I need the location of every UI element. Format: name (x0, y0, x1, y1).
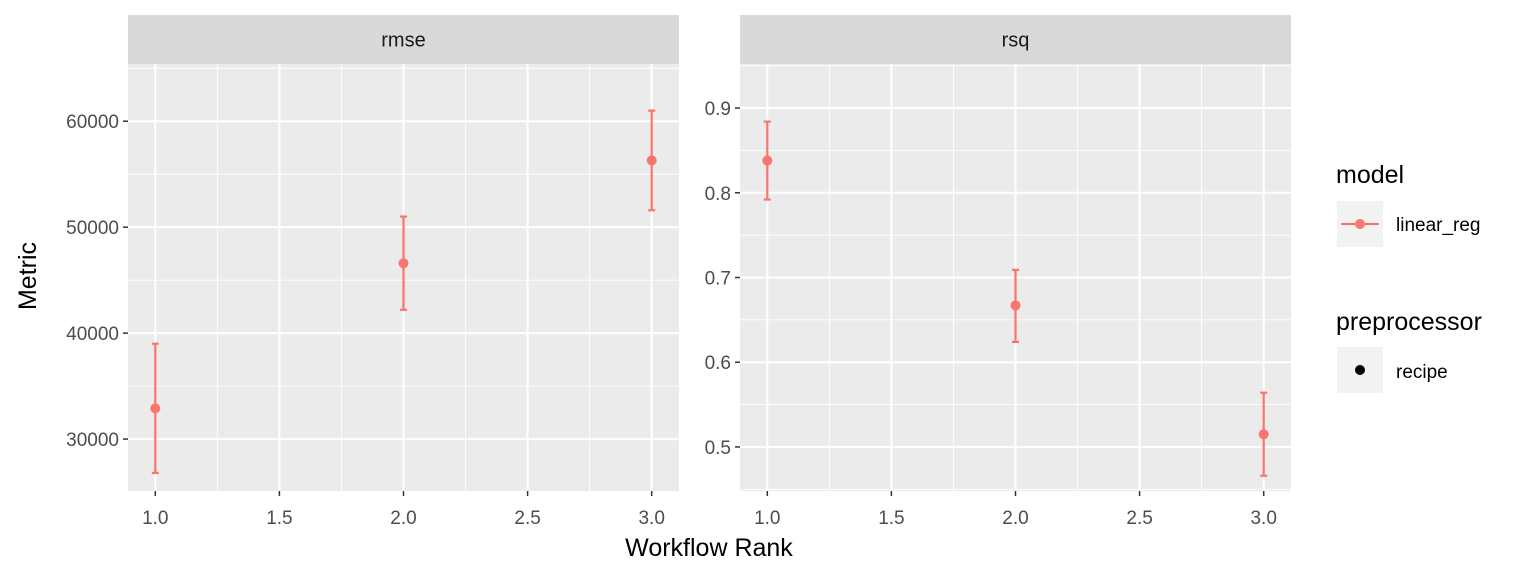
y-tick-label: 50000 (66, 218, 119, 239)
x-tick-label: 1.5 (878, 508, 904, 529)
data-point (150, 403, 161, 414)
data-point (1010, 300, 1021, 311)
x-tick-label: 3.0 (1250, 508, 1276, 529)
data-point (762, 155, 773, 166)
panel-rsq: rsq 0.5 0.6 0.7 0.8 0.9 1.0 1.5 2.0 2.5 3.0 (705, 15, 1291, 529)
data-point (1258, 429, 1269, 440)
legend-preprocessor-title: preprocessor (1336, 308, 1482, 336)
y-tick-label: 0.5 (705, 438, 731, 459)
x-tick-label: 2.0 (1002, 508, 1028, 529)
strip-label-rsq: rsq (1002, 30, 1030, 52)
x-tick-label: 1.0 (754, 508, 780, 529)
y-tick-label: 0.8 (705, 184, 731, 205)
legend-model-item-label: linear_reg (1396, 215, 1481, 236)
legend-model-title: model (1336, 161, 1404, 189)
legend-model-key-point (1355, 219, 1365, 229)
legend-preprocessor: preprocessor recipe (1336, 308, 1482, 393)
y-tick-label: 0.9 (705, 99, 731, 120)
x-tick-label: 2.5 (1126, 508, 1152, 529)
legend-preprocessor-key-point (1355, 365, 1365, 375)
data-point (646, 155, 657, 166)
x-tick-label: 3.0 (638, 508, 664, 529)
x-tick-label: 2.0 (390, 508, 416, 529)
panel-rmse: rmse 30000 40000 50000 60000 1.0 1.5 2.0 2.5 3.0 (66, 15, 679, 529)
legend-preprocessor-item-label: recipe (1396, 362, 1448, 383)
strip-label-rmse: rmse (381, 30, 425, 52)
strip-rmse (128, 15, 679, 64)
strip-rsq (740, 15, 1291, 64)
data-point (398, 258, 409, 269)
y-tick-label: 30000 (66, 430, 119, 451)
x-tick-label: 2.5 (514, 508, 540, 529)
y-tick-label: 40000 (66, 324, 119, 345)
y-axis-title: Metric (14, 242, 42, 310)
y-tick-label: 0.6 (705, 353, 731, 374)
x-tick-label: 1.0 (142, 508, 168, 529)
y-tick-label: 0.7 (705, 269, 731, 290)
x-axis-title: Workflow Rank (625, 534, 793, 562)
y-tick-label: 60000 (66, 112, 119, 133)
x-tick-label: 1.5 (266, 508, 292, 529)
legend-model: model linear_reg (1336, 161, 1481, 247)
